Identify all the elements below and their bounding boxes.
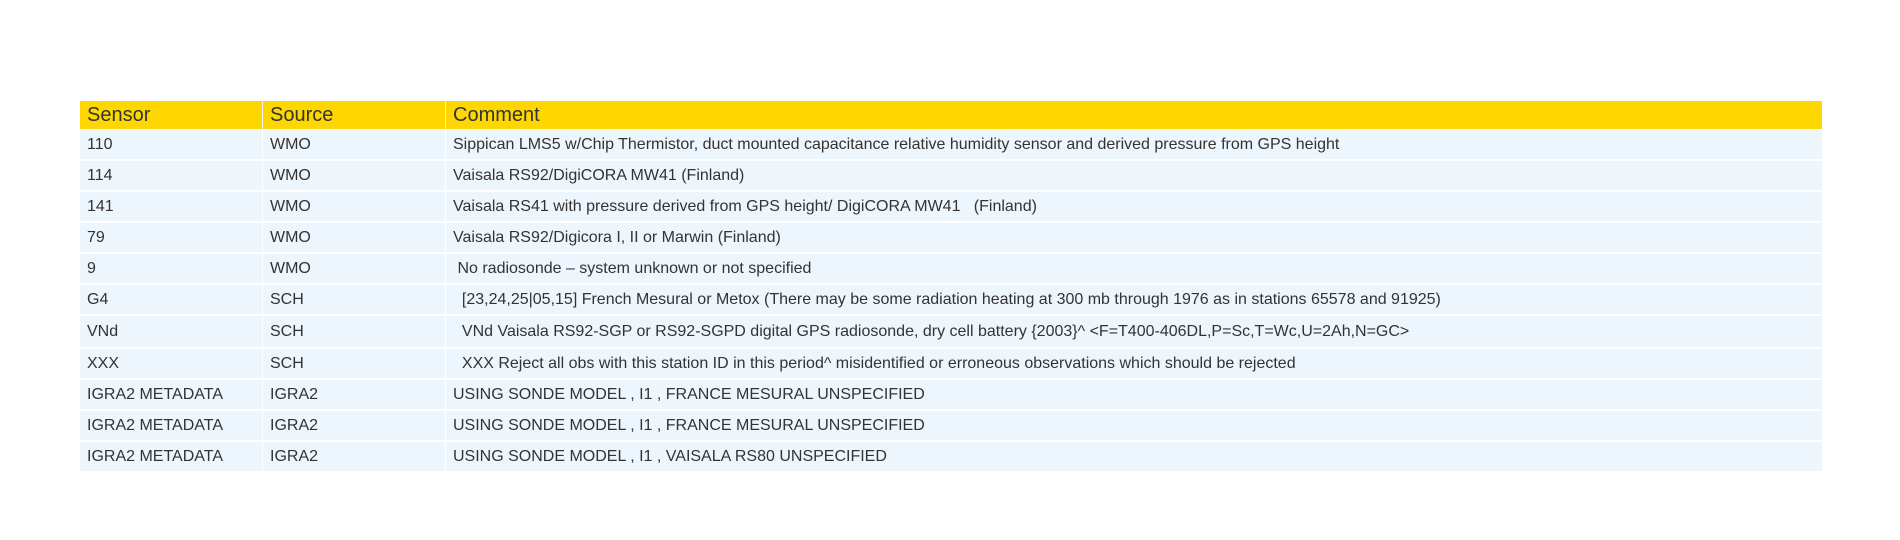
table-row: IGRA2 METADATA IGRA2 USING SONDE MODEL ,… [80, 410, 1822, 441]
cell-source: WMO [263, 222, 446, 253]
table-row: IGRA2 METADATA IGRA2 USING SONDE MODEL ,… [80, 441, 1822, 472]
cell-comment: Vaisala RS92/Digicora I, II or Marwin (F… [446, 222, 1822, 253]
cell-comment: No radiosonde – system unknown or not sp… [446, 253, 1822, 284]
cell-sensor: IGRA2 METADATA [80, 441, 263, 472]
cell-source: WMO [263, 160, 446, 191]
cell-source: SCH [263, 348, 446, 379]
cell-comment: Vaisala RS92/DigiCORA MW41 (Finland) [446, 160, 1822, 191]
cell-comment: XXX Reject all obs with this station ID … [446, 348, 1822, 379]
table-row: 79 WMO Vaisala RS92/Digicora I, II or Ma… [80, 222, 1822, 253]
table-row: 9 WMO No radiosonde – system unknown or … [80, 253, 1822, 284]
table-row: 114 WMO Vaisala RS92/DigiCORA MW41 (Finl… [80, 160, 1822, 191]
cell-sensor: G4 [80, 284, 263, 315]
cell-comment: VNd Vaisala RS92-SGP or RS92-SGPD digita… [446, 315, 1822, 348]
sensor-metadata-table: Sensor Source Comment 110 WMO Sippican L… [80, 101, 1822, 472]
cell-sensor: 9 [80, 253, 263, 284]
cell-sensor: 141 [80, 191, 263, 222]
table-row: 110 WMO Sippican LMS5 w/Chip Thermistor,… [80, 129, 1822, 160]
cell-source: WMO [263, 191, 446, 222]
cell-sensor: VNd [80, 315, 263, 348]
cell-sensor: IGRA2 METADATA [80, 379, 263, 410]
table-row: XXX SCH XXX Reject all obs with this sta… [80, 348, 1822, 379]
cell-source: WMO [263, 253, 446, 284]
header-source: Source [263, 101, 446, 129]
table-row: VNd SCH VNd Vaisala RS92-SGP or RS92-SGP… [80, 315, 1822, 348]
cell-source: IGRA2 [263, 441, 446, 472]
table-header-row: Sensor Source Comment [80, 101, 1822, 129]
cell-source: SCH [263, 284, 446, 315]
cell-sensor: XXX [80, 348, 263, 379]
cell-comment: USING SONDE MODEL , I1 , FRANCE MESURAL … [446, 379, 1822, 410]
header-comment: Comment [446, 101, 1822, 129]
cell-source: IGRA2 [263, 379, 446, 410]
table-row: 141 WMO Vaisala RS41 with pressure deriv… [80, 191, 1822, 222]
cell-source: SCH [263, 315, 446, 348]
cell-sensor: IGRA2 METADATA [80, 410, 263, 441]
cell-comment: Vaisala RS41 with pressure derived from … [446, 191, 1822, 222]
table-row: IGRA2 METADATA IGRA2 USING SONDE MODEL ,… [80, 379, 1822, 410]
cell-sensor: 114 [80, 160, 263, 191]
cell-source: WMO [263, 129, 446, 160]
cell-comment: USING SONDE MODEL , I1 , VAISALA RS80 UN… [446, 441, 1822, 472]
cell-sensor: 110 [80, 129, 263, 160]
cell-source: IGRA2 [263, 410, 446, 441]
cell-comment: Sippican LMS5 w/Chip Thermistor, duct mo… [446, 129, 1822, 160]
table-row: G4 SCH [23,24,25|05,15] French Mesural o… [80, 284, 1822, 315]
cell-sensor: 79 [80, 222, 263, 253]
cell-comment: [23,24,25|05,15] French Mesural or Metox… [446, 284, 1822, 315]
header-sensor: Sensor [80, 101, 263, 129]
cell-comment: USING SONDE MODEL , I1 , FRANCE MESURAL … [446, 410, 1822, 441]
